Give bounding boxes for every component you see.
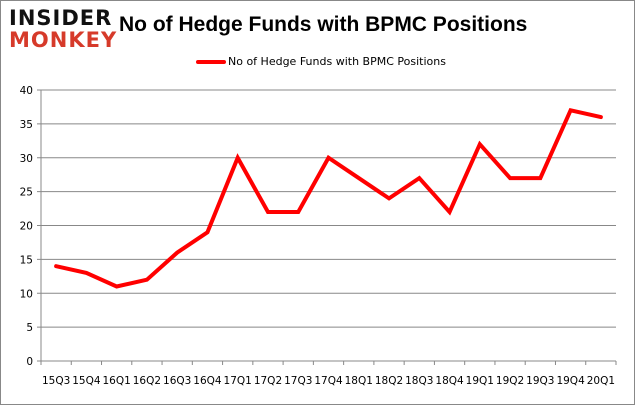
series-line <box>54 108 603 289</box>
x-tick-label: 18Q2 <box>375 375 403 387</box>
insider-monkey-logo: INSIDER MONKEY <box>9 7 117 51</box>
x-tick-label: 20Q1 <box>587 375 615 387</box>
chart-title: No of Hedge Funds with BPMC Positions <box>119 13 528 36</box>
x-tick-label: 17Q1 <box>224 375 252 387</box>
x-tick-label: 17Q2 <box>254 375 282 387</box>
x-tick-label: 16Q1 <box>103 375 131 387</box>
legend-label: No of Hedge Funds with BPMC Positions <box>228 55 446 68</box>
y-tick-label: 10 <box>20 288 33 300</box>
x-tick-label: 17Q4 <box>314 375 343 387</box>
x-tick-label: 16Q3 <box>163 375 191 387</box>
logo-line2: MONKEY <box>9 28 118 52</box>
x-tick-label: 18Q1 <box>345 375 373 387</box>
y-tick-label: 30 <box>20 153 33 165</box>
x-tick-label: 15Q4 <box>72 375 101 387</box>
legend: No of Hedge Funds with BPMC Positions <box>196 55 446 68</box>
y-tick-label: 20 <box>20 221 33 233</box>
y-tick-label: 15 <box>20 254 33 266</box>
y-tick-label: 0 <box>26 356 33 368</box>
y-tick-label: 5 <box>26 322 33 334</box>
x-tick-label: 19Q3 <box>526 375 554 387</box>
x-tick-label: 19Q4 <box>556 375 585 387</box>
legend-swatch <box>196 59 226 64</box>
x-tick-label: 16Q4 <box>193 375 222 387</box>
x-tick-label: 17Q3 <box>284 375 312 387</box>
y-tick-label: 25 <box>20 187 33 199</box>
x-tick-label: 16Q2 <box>133 375 161 387</box>
x-tick-label: 19Q1 <box>466 375 494 387</box>
x-tick-label: 15Q3 <box>42 375 70 387</box>
y-tick-label: 35 <box>20 119 33 131</box>
x-tick-label: 18Q3 <box>405 375 433 387</box>
logo-line1: INSIDER <box>9 6 113 30</box>
y-tick-label: 40 <box>20 85 33 97</box>
x-tick-label: 19Q2 <box>496 375 524 387</box>
x-tick-label: 18Q4 <box>435 375 464 387</box>
